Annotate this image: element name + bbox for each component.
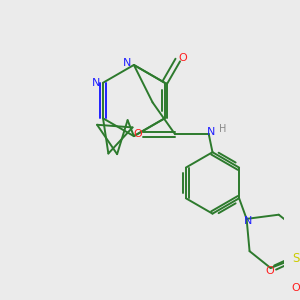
Text: N: N [206,128,215,137]
Text: O: O [291,283,300,293]
Text: N: N [123,58,131,68]
Text: O: O [178,53,187,63]
Text: S: S [292,252,299,265]
Text: H: H [219,124,227,134]
Text: O: O [265,266,274,276]
Text: O: O [133,129,142,139]
Text: N: N [244,216,253,226]
Text: N: N [92,78,100,88]
